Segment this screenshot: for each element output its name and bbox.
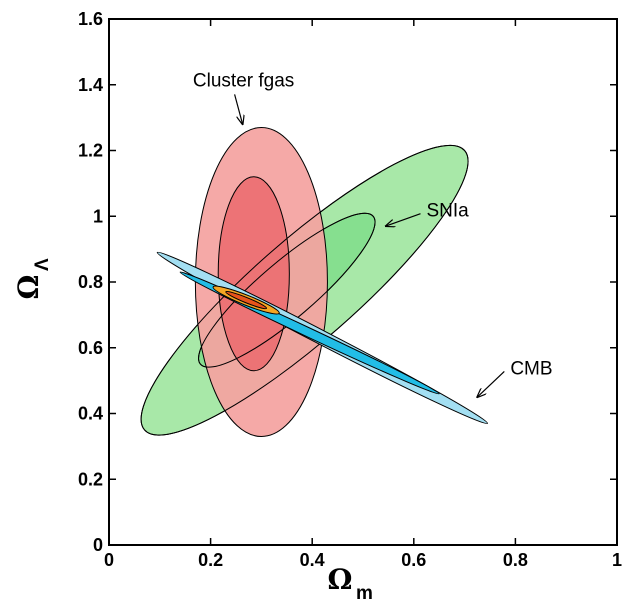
snia-outline-outer	[140, 144, 469, 436]
y-tick-label: 0	[93, 535, 103, 555]
y-tick-label: 0.4	[78, 404, 103, 424]
x-tick-label: 0.8	[503, 550, 528, 570]
x-axis-label-symbol: Ω	[328, 563, 353, 596]
y-tick-label: 0.2	[78, 469, 103, 489]
y-tick-label: 0.6	[78, 338, 103, 358]
y-tick-label: 1	[93, 206, 103, 226]
annotation-arrow-snia	[386, 213, 421, 226]
annotation-label-cmb: CMB	[510, 358, 552, 379]
y-tick-label: 1.4	[78, 75, 103, 95]
y-axis-label-symbol: Ω	[12, 275, 45, 300]
x-tick-label: 0	[104, 550, 114, 570]
x-axis-label-subscript: m	[356, 583, 373, 604]
y-axis-label: Ω Λ	[12, 258, 53, 299]
x-tick-label: 1	[612, 550, 622, 570]
annotation-label-cluster-fgas: Cluster fgas	[193, 70, 294, 91]
x-tick-label: 0.6	[401, 550, 426, 570]
cmb-contour-core-inner	[225, 291, 268, 310]
x-axis-label: Ω m	[328, 563, 373, 604]
snia-outline-overlay	[140, 144, 469, 436]
cmb-contours	[156, 251, 488, 425]
snia-outline-inner	[198, 212, 376, 368]
contour-layer	[140, 126, 488, 438]
cluster-fgas-contours	[194, 126, 328, 438]
y-tick-label: 1.6	[78, 9, 103, 29]
x-tick-label: 0.2	[198, 550, 223, 570]
y-tick-label: 0.8	[78, 272, 103, 292]
x-tick-label: 0.4	[300, 550, 325, 570]
annotation-label-snia: SNIa	[427, 201, 470, 222]
y-tick-label: 1.2	[78, 141, 103, 161]
annotation-arrow-cmb	[477, 371, 505, 397]
tick-layer: 0 0.2 0.4 0.6 0.8 1 0 0.2 0.4 0.6 0.8 1 1.2 1.4 1.6	[78, 9, 622, 570]
cluster-fgas-contour-inner	[217, 176, 290, 372]
y-axis-label-subscript: Λ	[32, 258, 53, 271]
annotation-arrow-cluster-fgas	[234, 94, 243, 124]
annotation-layer: Cluster fgas SNIa CMB	[193, 70, 553, 397]
